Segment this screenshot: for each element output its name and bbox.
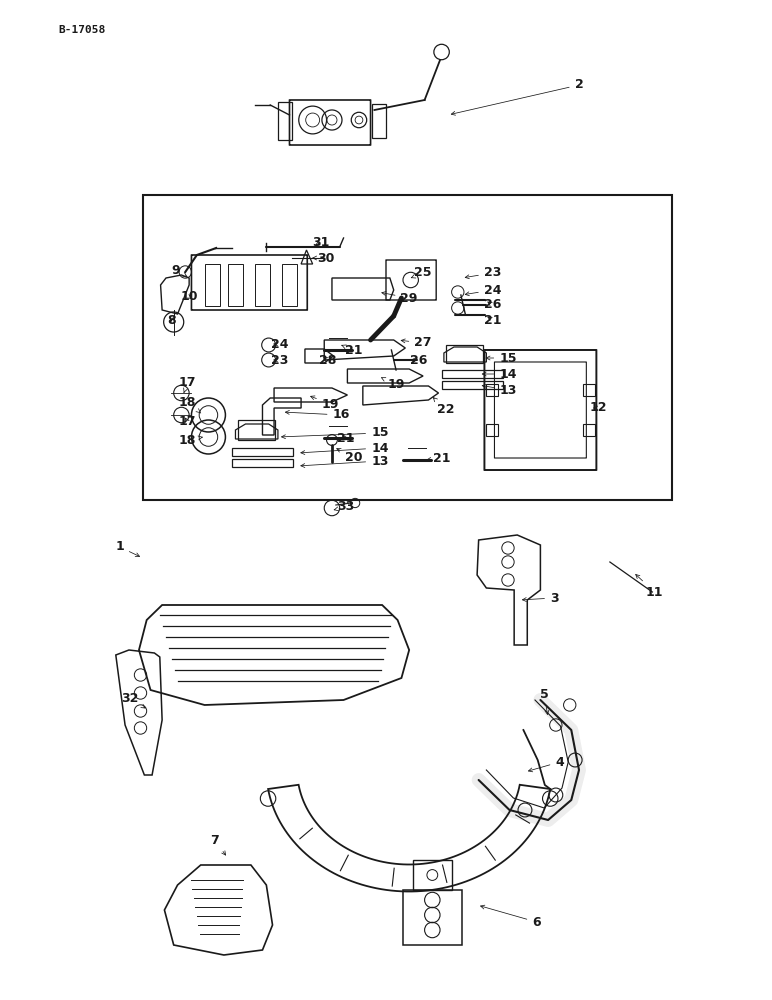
Text: 23: 23 (466, 266, 501, 279)
Text: 17: 17 (179, 376, 196, 392)
Text: 3: 3 (523, 591, 559, 604)
Text: 21: 21 (484, 314, 501, 327)
Text: 11: 11 (635, 574, 663, 598)
Text: 16: 16 (286, 408, 350, 422)
Text: 26: 26 (410, 354, 427, 366)
Bar (486, 384, 498, 396)
Text: 18: 18 (179, 395, 201, 413)
Bar (486, 424, 498, 436)
Text: 26: 26 (484, 298, 501, 311)
Text: 19: 19 (381, 378, 405, 391)
Text: 12: 12 (590, 401, 607, 414)
Text: 25: 25 (411, 266, 432, 279)
Text: 9: 9 (171, 263, 187, 277)
Text: 24: 24 (271, 338, 288, 351)
Text: 13: 13 (482, 383, 516, 396)
Bar (278, 102, 292, 140)
Bar (238, 420, 275, 440)
Text: B-17058: B-17058 (58, 25, 105, 35)
Text: 21: 21 (427, 452, 450, 464)
Text: 7: 7 (210, 833, 225, 855)
Bar (583, 384, 594, 396)
Text: 28: 28 (320, 354, 337, 366)
Text: 2: 2 (452, 79, 584, 115)
Text: 21: 21 (337, 432, 354, 444)
Text: 15: 15 (282, 426, 388, 440)
Text: 6: 6 (481, 905, 541, 929)
Text: 24: 24 (466, 284, 501, 296)
Bar (228, 264, 243, 306)
Bar (442, 370, 503, 378)
Text: 19: 19 (310, 396, 339, 410)
Text: 15: 15 (486, 352, 516, 364)
Text: 13: 13 (301, 455, 388, 468)
Bar (442, 381, 503, 389)
Text: 4: 4 (529, 756, 564, 772)
Text: 31: 31 (313, 235, 330, 248)
Text: 21: 21 (342, 344, 362, 357)
Text: 27: 27 (401, 336, 432, 350)
Bar (255, 264, 270, 306)
Text: 1: 1 (115, 540, 140, 557)
Bar (446, 345, 483, 363)
Bar (232, 448, 293, 456)
Text: 8: 8 (167, 314, 176, 327)
Bar (583, 424, 594, 436)
Bar (282, 264, 297, 306)
Text: 18: 18 (179, 434, 202, 446)
Text: 17: 17 (179, 415, 196, 428)
Text: 22: 22 (433, 398, 454, 416)
Text: 30: 30 (313, 251, 334, 264)
Text: 14: 14 (301, 442, 388, 454)
Text: 20: 20 (337, 449, 362, 464)
Bar (372, 104, 386, 138)
Text: 5: 5 (540, 688, 549, 714)
Text: 29: 29 (382, 292, 418, 304)
Text: 14: 14 (482, 367, 516, 380)
Text: 32: 32 (121, 692, 145, 708)
Text: 10: 10 (181, 290, 198, 303)
Text: 23: 23 (271, 354, 288, 366)
Bar (232, 459, 293, 467)
Bar (205, 264, 220, 306)
Text: 33: 33 (334, 500, 354, 514)
